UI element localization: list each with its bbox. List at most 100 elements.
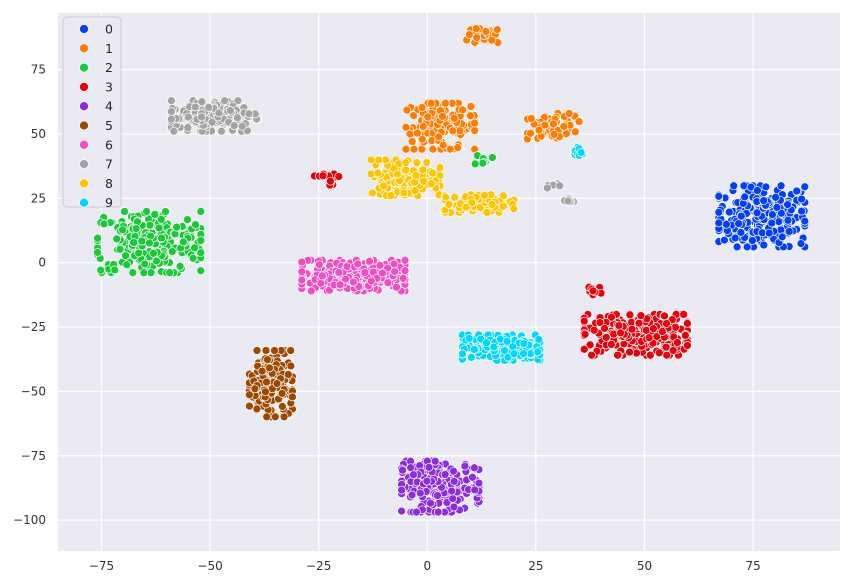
point-class-0 [776, 208, 786, 218]
point-class-1 [470, 126, 480, 135]
point-class-4 [398, 465, 407, 475]
point-class-4 [470, 485, 480, 495]
point-class-3 [649, 324, 658, 334]
point-class-2 [146, 268, 156, 278]
point-class-8 [399, 188, 409, 198]
point-class-3 [683, 341, 692, 350]
point-class-6 [297, 257, 307, 267]
point-class-1 [401, 144, 411, 154]
point-class-6 [383, 263, 392, 273]
point-class-6 [368, 267, 378, 277]
point-class-3 [661, 342, 671, 352]
point-class-8 [401, 158, 411, 168]
point-class-1 [428, 144, 438, 154]
point-class-5 [286, 361, 296, 371]
legend-label-1: 1 [105, 41, 113, 56]
point-class-2 [122, 260, 132, 270]
point-class-7 [190, 102, 200, 112]
point-class-6 [342, 262, 352, 271]
point-class-1 [574, 117, 584, 126]
point-class-0 [729, 181, 739, 191]
point-class-5 [283, 370, 293, 379]
point-class-2 [183, 215, 192, 224]
point-class-1 [438, 112, 447, 121]
point-class-7 [226, 106, 235, 115]
point-class-2 [110, 265, 120, 275]
point-class-6 [400, 266, 410, 275]
point-class-2 [145, 220, 155, 230]
point-class-1 [407, 137, 417, 146]
point-class-1 [481, 27, 491, 36]
point-class-1 [472, 33, 482, 42]
point-class-6 [383, 278, 393, 288]
point-class-8 [509, 204, 519, 214]
point-class-7 [563, 196, 573, 206]
point-class-0 [796, 239, 806, 248]
point-class-1 [559, 122, 569, 131]
legend-marker-4 [79, 101, 89, 112]
point-class-6 [334, 268, 344, 277]
point-class-8 [467, 198, 477, 208]
y-tick-label: 25 [31, 191, 46, 205]
point-class-8 [480, 190, 489, 200]
point-class-6 [314, 260, 324, 270]
point-class-6 [398, 273, 408, 283]
point-class-6 [318, 271, 327, 281]
point-class-9 [467, 353, 476, 362]
point-class-9 [533, 347, 543, 357]
point-class-0 [759, 196, 769, 206]
y-tick-label: −50 [21, 384, 46, 398]
point-class-1 [438, 140, 448, 150]
legend-marker-0 [79, 24, 89, 34]
point-class-0 [714, 207, 724, 217]
point-class-2 [131, 224, 141, 233]
point-class-0 [797, 194, 806, 204]
point-class-0 [800, 216, 810, 226]
legend-marker-1 [79, 43, 89, 54]
point-class-7 [204, 103, 214, 112]
legend-box [62, 16, 122, 208]
point-class-1 [571, 127, 580, 137]
point-class-3 [671, 322, 680, 332]
point-class-4 [447, 486, 456, 496]
legend-label-8: 8 [105, 176, 113, 191]
point-class-0 [724, 207, 734, 217]
legend-label-7: 7 [105, 157, 113, 172]
point-class-5 [262, 412, 272, 422]
point-class-1 [409, 111, 418, 120]
point-class-1 [426, 98, 436, 108]
point-class-2 [137, 236, 147, 246]
point-class-5 [245, 401, 254, 411]
point-class-2 [196, 248, 206, 258]
point-class-2 [120, 207, 129, 216]
point-class-3 [644, 333, 654, 343]
point-class-6 [389, 259, 399, 269]
point-class-3 [585, 340, 595, 350]
point-class-5 [261, 387, 270, 397]
point-class-7 [167, 107, 176, 116]
point-class-7 [214, 108, 224, 118]
point-class-1 [492, 25, 502, 34]
point-class-2 [99, 219, 109, 229]
point-class-5 [245, 390, 254, 400]
point-class-3 [662, 319, 671, 328]
x-tick-label: 75 [745, 559, 760, 573]
point-class-1 [549, 119, 558, 129]
point-class-0 [739, 181, 749, 191]
point-class-6 [366, 276, 376, 286]
legend-label-6: 6 [105, 137, 113, 152]
legend-label-0: 0 [105, 22, 113, 37]
point-class-3 [579, 344, 589, 354]
point-class-1 [549, 130, 559, 139]
point-class-0 [761, 182, 771, 192]
legend-label-3: 3 [105, 79, 113, 94]
point-class-2 [121, 251, 130, 260]
y-tick-label: −75 [21, 449, 46, 463]
point-class-3 [683, 319, 692, 328]
point-class-8 [373, 168, 383, 178]
point-class-0 [714, 191, 724, 201]
point-class-0 [736, 228, 746, 237]
point-class-8 [419, 176, 428, 186]
point-class-1 [417, 144, 427, 154]
